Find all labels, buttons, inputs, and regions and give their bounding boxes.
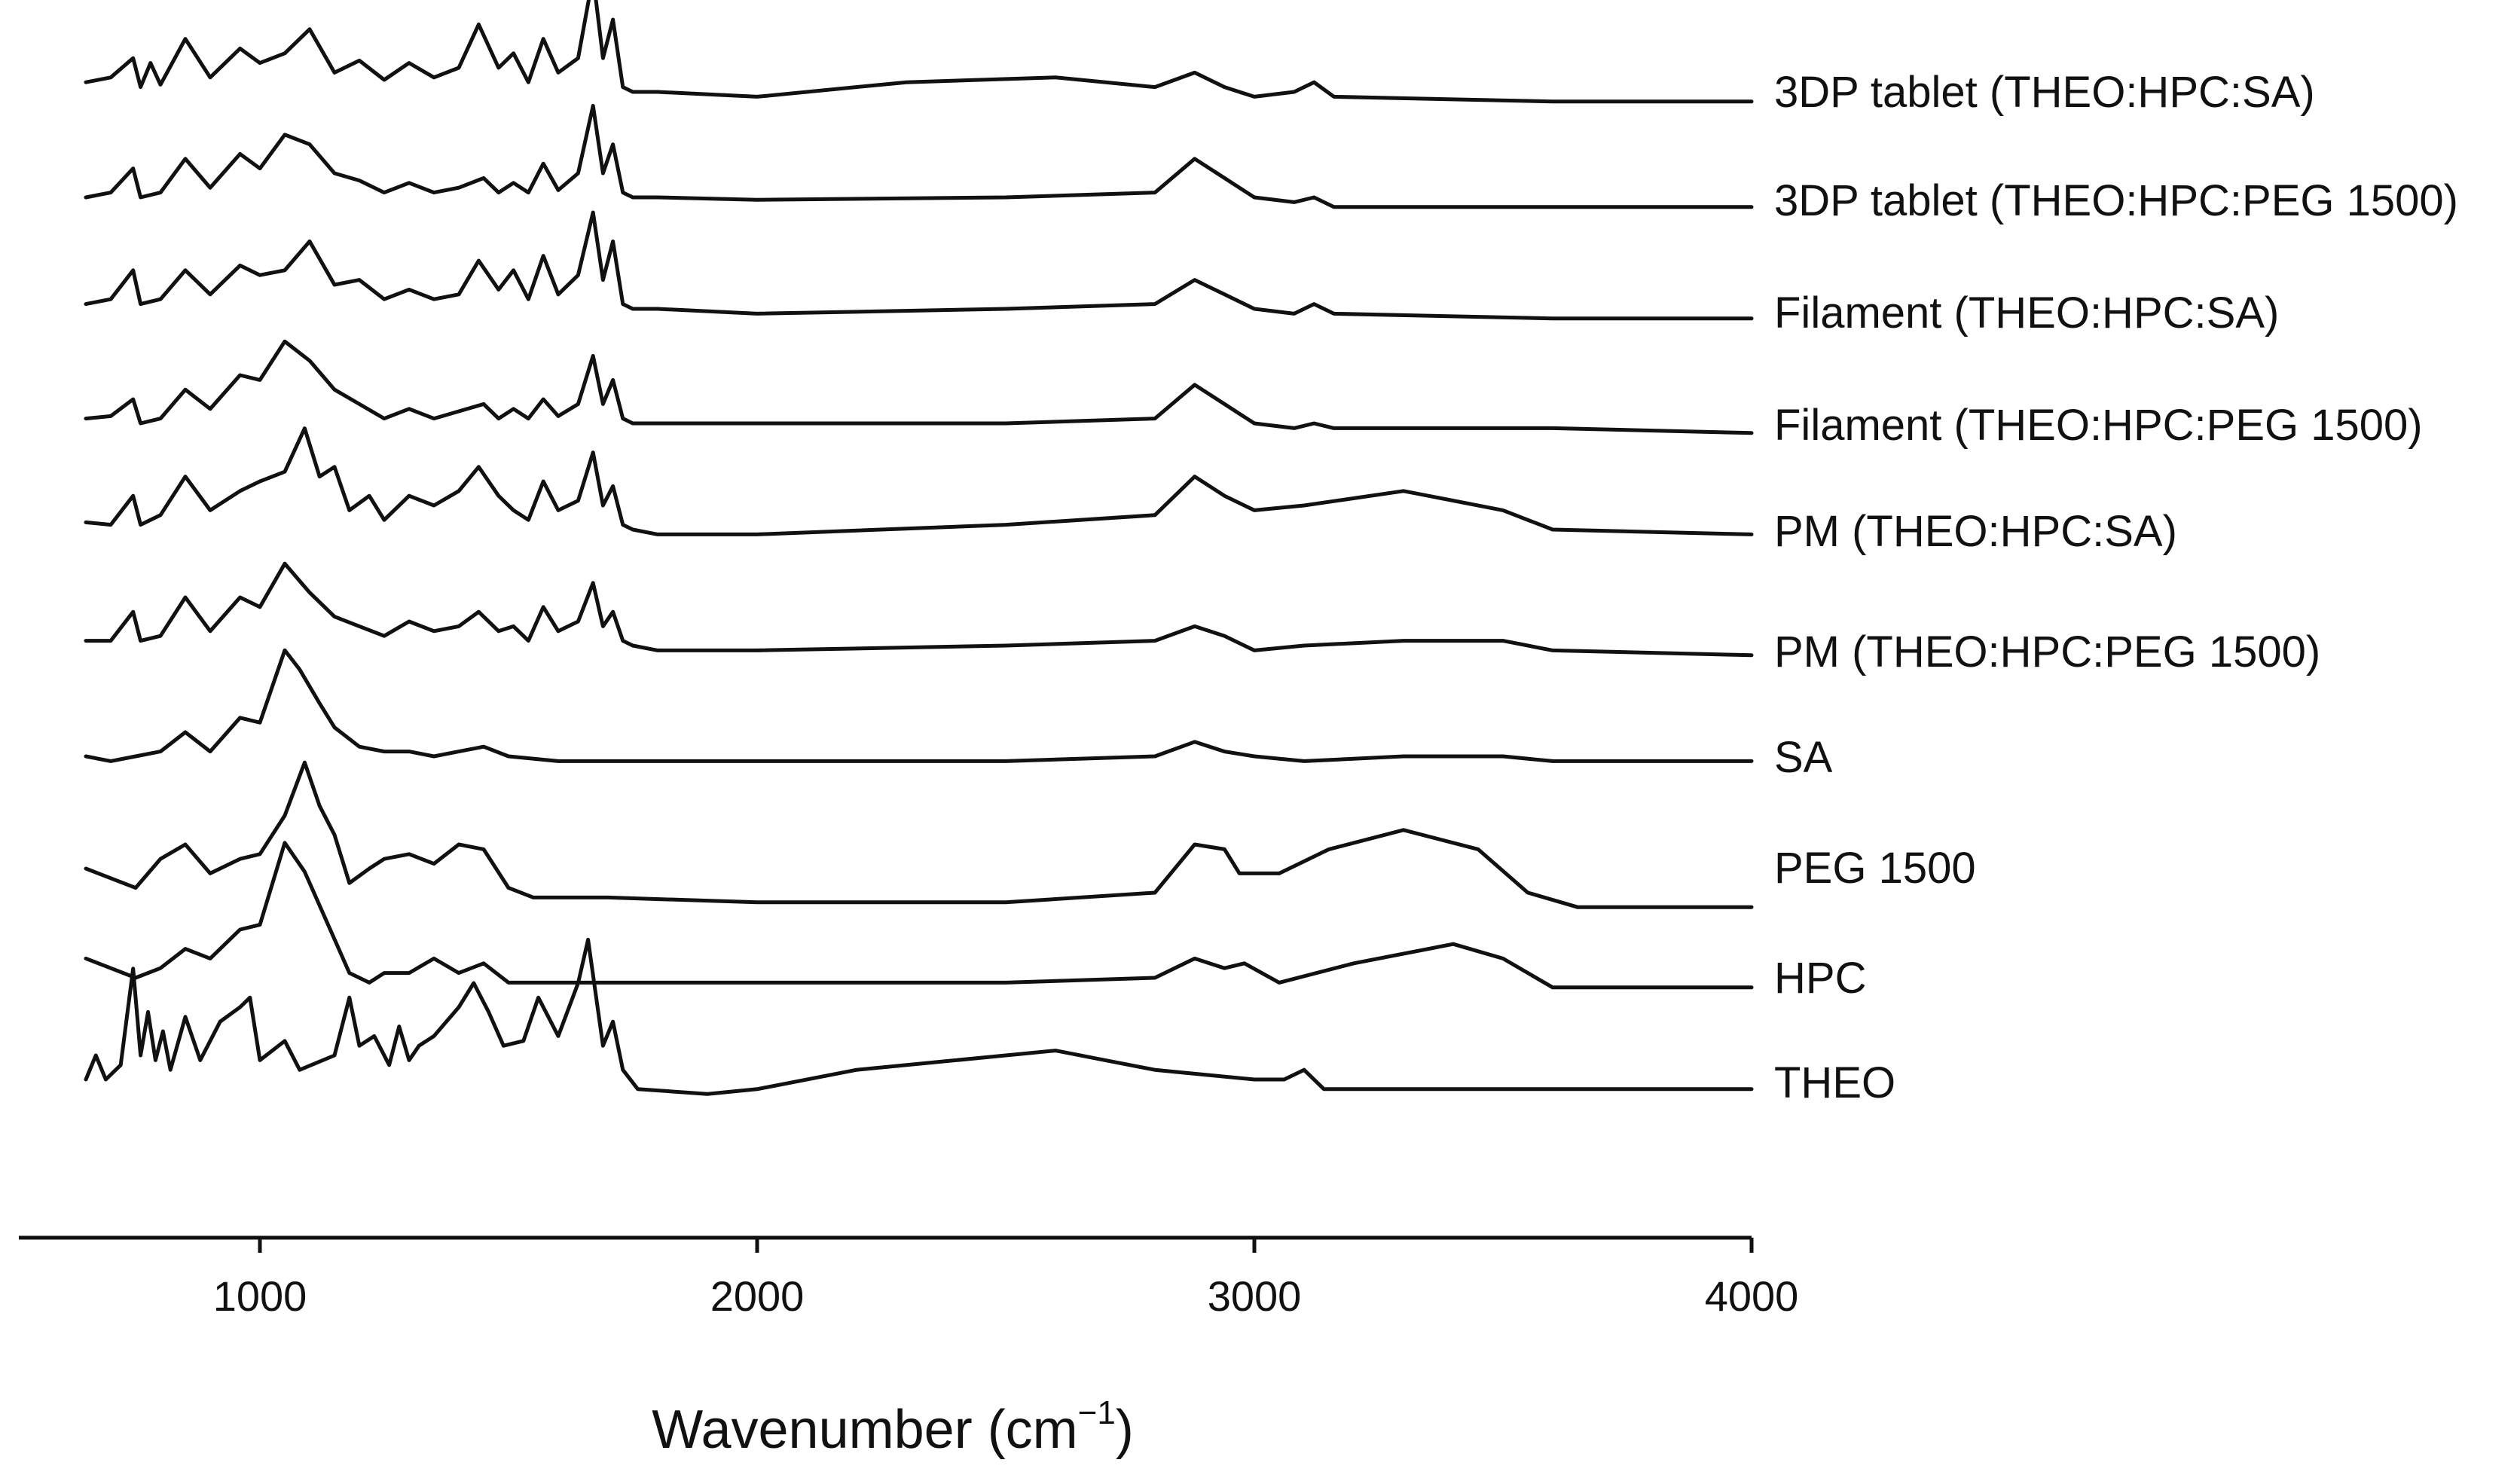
x-axis-title-close: ) (1116, 1400, 1134, 1460)
x-tick-label-1000: 1000 (213, 1272, 307, 1320)
series-line-1 (84, 0, 1754, 104)
series-group (84, 0, 1754, 1096)
x-axis-ticks: 1000 2000 3000 4000 (213, 1238, 1799, 1320)
series-label-2: 3DP tablet (THEO:HPC:PEG 1500) (1774, 176, 2458, 225)
series-line-8 (84, 760, 1754, 909)
series-label-1: 3DP tablet (THEO:HPC:SA) (1774, 68, 2315, 117)
series-line-4 (84, 339, 1754, 435)
x-axis-title-superscript: −1 (1078, 1394, 1116, 1431)
x-tick-label-2000: 2000 (710, 1272, 805, 1320)
series-label-9: HPC (1774, 954, 1866, 1003)
series-label-8: PEG 1500 (1774, 844, 1976, 893)
series-label-6: PM (THEO:HPC:PEG 1500) (1774, 628, 2320, 676)
x-axis-title-main: Wavenumber (cm (652, 1400, 1077, 1460)
series-label-3: Filament (THEO:HPC:SA) (1774, 289, 2279, 337)
series-line-10 (84, 937, 1754, 1096)
series-labels-group: 3DP tablet (THEO:HPC:SA) 3DP tablet (THEO… (1774, 68, 2458, 1107)
series-line-5 (84, 426, 1754, 536)
series-label-10: THEO (1774, 1058, 1895, 1107)
series-line-9 (84, 841, 1754, 990)
x-axis-title: Wavenumber (cm−1) (652, 1394, 1134, 1460)
series-line-2 (84, 103, 1754, 209)
series-label-7: SA (1774, 733, 1833, 782)
series-label-5: PM (THEO:HPC:SA) (1774, 507, 2177, 556)
x-tick-label-4000: 4000 (1705, 1272, 1799, 1320)
series-line-6 (84, 561, 1754, 658)
x-tick-label-3000: 3000 (1208, 1272, 1302, 1320)
series-line-7 (84, 648, 1754, 763)
series-label-4: Filament (THEO:HPC:PEG 1500) (1774, 401, 2423, 450)
series-line-3 (84, 210, 1754, 321)
